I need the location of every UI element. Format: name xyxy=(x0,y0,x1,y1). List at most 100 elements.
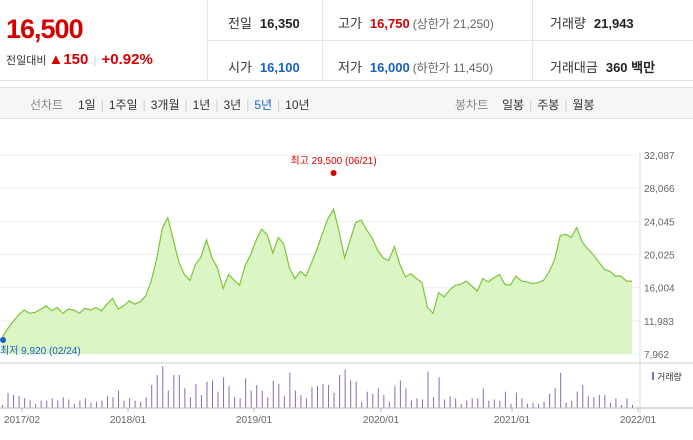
volume-bar xyxy=(317,386,318,408)
volume-bar xyxy=(62,397,64,408)
candle-chart-title: 봉차트 xyxy=(455,98,489,112)
stat-amount: 거래대금 360 백만 xyxy=(550,60,656,75)
volume-bar xyxy=(283,396,285,408)
volume-bar xyxy=(410,400,412,408)
tab-3y[interactable]: 3년 xyxy=(223,98,242,112)
volume-bar xyxy=(256,385,258,408)
volume-bar xyxy=(156,375,158,408)
volume-bar xyxy=(543,401,545,408)
tab-5y[interactable]: 5년 xyxy=(254,98,273,112)
diff-percent: +0.92% xyxy=(101,51,153,68)
volume-bar xyxy=(200,395,202,408)
volume-bar xyxy=(460,403,462,408)
volume-bar xyxy=(51,398,53,408)
volume-bar xyxy=(245,378,247,408)
volume-bar xyxy=(212,380,213,408)
volume-bar xyxy=(493,399,495,408)
chart-period-bar: 선차트 1일 | 1주일 | 3개월 | 1년 | 3년 | 5년 | 10년 봉차트 일봉 | 주봉 | 월봉 xyxy=(0,87,693,119)
volume-bar xyxy=(118,390,120,408)
x-axis-labels: 2017/02 2018/01 2019/01 2020/01 2021/01 2022/… xyxy=(4,408,657,426)
volume-bar xyxy=(449,396,451,408)
line-chart-tabs: 1일 | 1주일 | 3개월 | 1년 | 3년 | 5년 | 10년 xyxy=(78,98,310,112)
candle-chart-tabs: 일봉 | 주봉 | 월봉 xyxy=(502,98,595,112)
volume-bar xyxy=(361,401,363,408)
volume-bar xyxy=(471,398,473,408)
volume-bar xyxy=(129,398,131,408)
y-axis-labels: 32,087 28,066 24,045 20,025 16,004 11,983 7,96… xyxy=(644,151,675,361)
tab-weekly[interactable]: 주봉 xyxy=(537,98,560,112)
volume-bar xyxy=(112,397,114,408)
up-arrow-icon: ▲ xyxy=(48,51,64,68)
volume-bar xyxy=(289,372,291,408)
volume-bar xyxy=(477,398,479,408)
volume-bar xyxy=(2,405,3,408)
volume-bar xyxy=(394,386,396,408)
volume-bar xyxy=(626,398,628,408)
min-point xyxy=(0,337,6,343)
tab-1d[interactable]: 1일 xyxy=(78,98,96,112)
price-line xyxy=(1,207,632,339)
diff-label: 전일대비 xyxy=(6,55,47,67)
x-tick-label: 2018/01 xyxy=(110,415,147,426)
volume-bar xyxy=(134,400,136,408)
volume-bar xyxy=(250,390,252,408)
volume-bar xyxy=(438,377,440,408)
volume-bar xyxy=(95,401,97,408)
x-tick-label: 2017/02 xyxy=(4,415,41,426)
volume-bar xyxy=(206,381,208,408)
volume-bar xyxy=(455,398,457,408)
volume-bar xyxy=(239,398,241,408)
volume-bar xyxy=(571,400,573,408)
volume-bar xyxy=(350,380,352,408)
x-tick-label: 2019/01 xyxy=(236,415,273,426)
volume-bar xyxy=(18,396,20,408)
volume-bar xyxy=(167,390,169,408)
volume-bar xyxy=(604,395,606,408)
volume-bar xyxy=(615,398,617,408)
volume-bar xyxy=(328,385,330,408)
tab-1w[interactable]: 1주일 xyxy=(108,98,138,112)
stat-open: 시가 16,100 xyxy=(228,60,300,75)
price-change: 전일대비 ▲150 | +0.92% xyxy=(6,51,153,68)
volume-bar xyxy=(178,375,180,408)
volume-bar xyxy=(527,403,528,408)
volume-bar xyxy=(123,400,125,408)
volume-bar xyxy=(24,398,26,408)
volume-bar xyxy=(510,403,512,408)
volume-bar xyxy=(300,395,302,408)
volume-bar xyxy=(151,385,153,408)
volume-bar xyxy=(388,401,390,408)
max-point xyxy=(330,170,337,176)
tab-daily[interactable]: 일봉 xyxy=(502,98,525,112)
volume-bar xyxy=(587,396,589,408)
volume-bar xyxy=(79,400,81,408)
volume-bar xyxy=(145,397,147,408)
tab-3m[interactable]: 3개월 xyxy=(150,98,180,112)
x-tick-label: 2021/01 xyxy=(494,415,531,426)
volume-bar xyxy=(228,386,230,408)
volume-bar xyxy=(339,375,341,408)
volume-bar xyxy=(538,403,540,408)
volume-bar xyxy=(560,372,562,408)
volume-bar xyxy=(173,375,175,408)
volume-bar xyxy=(107,396,108,408)
volume-bar xyxy=(234,397,236,408)
volume-bar xyxy=(57,400,59,408)
volume-legend: 거래량 xyxy=(657,371,682,382)
x-tick-label: 2022/01 xyxy=(620,415,657,426)
volume-bar xyxy=(593,397,595,408)
tab-monthly[interactable]: 월봉 xyxy=(572,98,595,112)
volume-bar xyxy=(344,369,346,408)
y-tick-label: 7,962 xyxy=(644,350,669,361)
y-tick-label: 24,045 xyxy=(644,217,675,228)
stat-volume: 거래량 21,943 xyxy=(550,16,634,31)
volume-bar xyxy=(278,383,280,408)
volume-bar xyxy=(576,391,578,408)
tab-10y[interactable]: 10년 xyxy=(285,98,310,112)
line-chart-title: 선차트 xyxy=(30,98,64,112)
volume-bar xyxy=(13,395,15,408)
volume-bar xyxy=(499,400,501,408)
volume-bar xyxy=(29,400,31,408)
tab-1y[interactable]: 1년 xyxy=(192,98,211,112)
volume-bar xyxy=(482,388,484,408)
